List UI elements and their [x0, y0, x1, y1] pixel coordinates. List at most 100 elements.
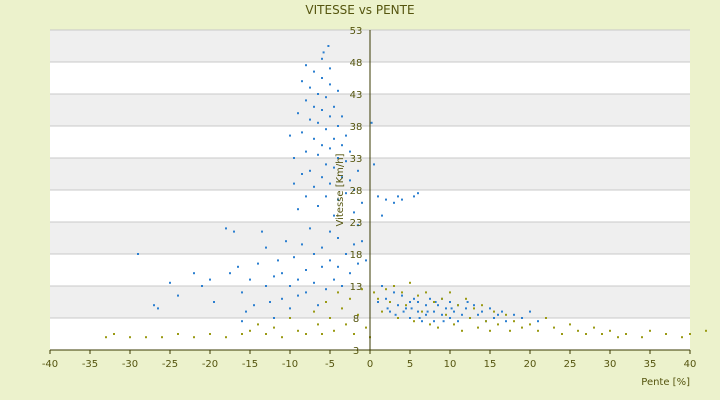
data-point-series-1: [370, 121, 373, 124]
data-point-series-1: [353, 243, 355, 246]
data-point-series-1: [353, 211, 355, 214]
data-point-series-2: [421, 310, 423, 313]
x-tick-label: 0: [367, 359, 373, 370]
data-points: [105, 45, 707, 339]
data-point-series-1: [393, 201, 395, 204]
data-point-series-2: [377, 297, 379, 300]
y-tick-label: 33: [350, 154, 363, 165]
data-point-series-2: [405, 304, 407, 307]
data-point-series-1: [405, 307, 407, 310]
data-point-series-1: [157, 307, 159, 310]
data-point-series-1: [325, 163, 327, 166]
data-point-series-2: [649, 329, 651, 332]
data-point-series-1: [345, 134, 347, 137]
data-point-series-1: [317, 93, 319, 95]
data-point-series-1: [301, 243, 303, 246]
data-point-series-2: [513, 320, 515, 323]
data-point-series-2: [249, 329, 251, 332]
data-point-series-1: [325, 195, 327, 198]
data-point-series-1: [329, 182, 331, 185]
data-point-series-1: [441, 313, 443, 316]
data-point-series-1: [309, 169, 311, 172]
x-tick-label: 20: [524, 359, 537, 370]
data-point-series-1: [321, 77, 323, 79]
data-point-series-1: [329, 230, 331, 233]
data-point-series-1: [433, 310, 435, 313]
data-point-series-1: [429, 297, 431, 300]
data-point-series-1: [453, 310, 455, 313]
data-point-series-2: [257, 323, 259, 326]
data-point-series-1: [333, 137, 335, 140]
x-tick-label: 15: [484, 359, 497, 370]
data-point-series-1: [397, 304, 399, 307]
data-point-series-1: [313, 137, 315, 140]
data-point-series-1: [305, 64, 307, 67]
data-point-series-1: [321, 144, 323, 147]
data-point-series-1: [305, 195, 307, 198]
data-point-series-1: [333, 105, 335, 108]
data-point-series-1: [261, 230, 263, 233]
y-tick-label: 13: [350, 282, 363, 293]
data-point-series-2: [393, 285, 395, 287]
data-point-series-2: [305, 333, 307, 335]
data-point-series-1: [410, 307, 413, 310]
data-point-series-2: [473, 307, 475, 310]
data-point-series-1: [265, 285, 267, 287]
data-point-series-1: [394, 313, 397, 316]
data-point-series-2: [425, 291, 427, 294]
data-point-series-1: [513, 313, 515, 316]
data-point-series-1: [489, 307, 491, 310]
data-point-series-1: [401, 198, 403, 201]
data-point-series-2: [413, 320, 415, 323]
data-point-series-2: [609, 329, 611, 332]
data-point-series-1: [321, 57, 323, 60]
chart-title: VITESSE vs PENTE: [305, 3, 414, 17]
data-point-series-1: [273, 317, 275, 319]
data-point-series-2: [225, 336, 227, 339]
data-point-series-1: [229, 272, 231, 275]
data-point-series-1: [321, 246, 323, 249]
data-point-series-1: [317, 153, 319, 156]
data-point-series-2: [529, 323, 531, 326]
data-point-series-1: [386, 307, 389, 310]
data-point-series-1: [357, 224, 359, 227]
data-point-series-2: [437, 326, 439, 329]
data-point-series-1: [237, 265, 239, 268]
data-point-series-1: [442, 320, 445, 323]
data-point-series-2: [357, 313, 359, 316]
data-point-series-2: [353, 333, 355, 335]
data-point-series-1: [377, 301, 379, 303]
data-point-series-1: [421, 320, 423, 323]
data-point-series-2: [485, 320, 487, 323]
data-point-series-1: [269, 301, 271, 303]
data-point-series-2: [577, 329, 579, 332]
data-point-series-2: [505, 313, 507, 316]
data-point-series-2: [601, 333, 603, 335]
data-point-series-1: [393, 291, 395, 294]
data-point-series-2: [545, 317, 547, 319]
data-point-series-1: [289, 307, 291, 310]
data-point-series-1: [357, 169, 359, 172]
data-point-series-1: [349, 150, 351, 153]
data-point-series-1: [481, 310, 483, 313]
x-tick-label: 25: [564, 359, 577, 370]
data-point-series-1: [325, 288, 327, 291]
y-tick-label: 53: [350, 26, 363, 37]
data-point-series-1: [361, 240, 363, 243]
data-point-series-1: [465, 307, 467, 310]
data-point-series-1: [385, 297, 387, 300]
data-point-series-1: [322, 51, 325, 54]
data-point-series-2: [445, 313, 447, 316]
data-point-series-2: [401, 291, 403, 294]
data-point-series-2: [313, 310, 315, 313]
data-point-series-1: [349, 272, 351, 275]
data-point-series-2: [129, 336, 131, 339]
data-point-series-1: [425, 313, 427, 316]
data-point-series-1: [361, 201, 363, 204]
data-point-series-1: [213, 301, 215, 303]
data-point-series-1: [177, 294, 179, 297]
y-tick-label: 23: [350, 218, 363, 229]
data-point-series-1: [297, 294, 299, 297]
data-point-series-2: [625, 333, 627, 335]
